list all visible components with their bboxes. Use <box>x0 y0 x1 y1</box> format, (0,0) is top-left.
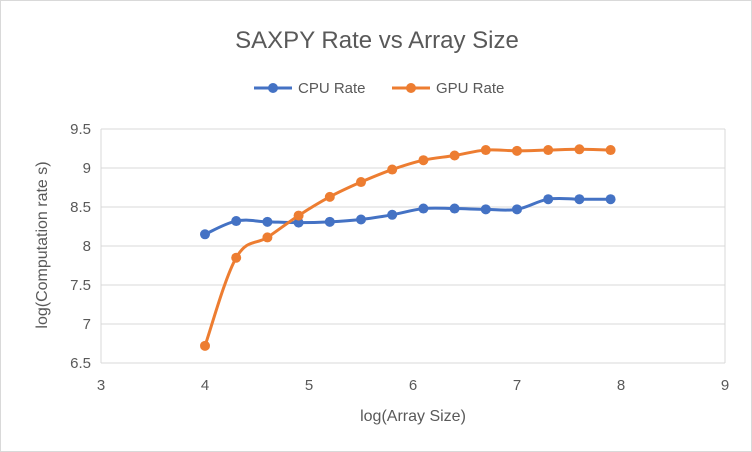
y-tick-label: 7 <box>83 316 91 333</box>
x-tick-labels: 3 4 5 6 7 8 9 <box>97 377 729 394</box>
data-point-cpu-rate <box>293 217 304 228</box>
data-point-cpu-rate <box>543 194 554 205</box>
series-gpu-rate <box>200 144 616 351</box>
data-point-cpu-rate <box>324 216 335 227</box>
legend-cpu-label: CPU Rate <box>298 80 366 97</box>
data-point-cpu-rate <box>512 204 522 215</box>
data-point-cpu-rate <box>200 229 210 240</box>
x-tick-label: 8 <box>617 377 625 394</box>
data-point-gpu-rate <box>449 150 460 161</box>
data-point-gpu-rate <box>480 145 491 156</box>
legend-item-cpu: CPU Rate <box>254 80 366 97</box>
data-point-cpu-rate <box>574 194 585 205</box>
legend-item-gpu: GPU Rate <box>392 80 504 97</box>
y-tick-label: 8.5 <box>70 199 91 216</box>
data-point-gpu-rate <box>387 164 398 175</box>
x-axis-label: log(Array Size) <box>360 408 466 425</box>
data-point-gpu-rate <box>512 145 522 156</box>
y-tick-label: 6.5 <box>70 355 91 372</box>
series-layer <box>200 144 616 351</box>
x-tick-label: 6 <box>409 377 417 394</box>
x-tick-label: 3 <box>97 377 105 394</box>
data-point-gpu-rate <box>200 340 210 351</box>
data-point-gpu-rate <box>543 145 554 156</box>
data-point-cpu-rate <box>418 203 429 214</box>
data-point-gpu-rate <box>293 210 304 221</box>
data-point-cpu-rate <box>387 209 398 220</box>
series-line-gpu-rate <box>203 147 613 348</box>
y-tick-label: 7.5 <box>70 277 91 294</box>
data-point-cpu-rate <box>356 214 366 225</box>
x-tick-label: 4 <box>201 377 209 394</box>
data-point-gpu-rate <box>356 177 366 188</box>
data-point-cpu-rate <box>605 194 616 205</box>
legend-cpu-marker <box>268 83 278 93</box>
data-point-gpu-rate <box>574 144 585 155</box>
data-point-gpu-rate <box>231 252 242 263</box>
x-tick-label: 7 <box>513 377 521 394</box>
legend-gpu-marker <box>406 83 416 93</box>
y-tick-labels: 6.5 7 7.5 8 8.5 9 9.5 <box>70 121 91 372</box>
legend-gpu-label: GPU Rate <box>436 80 504 97</box>
y-axis-label: log(Computation rate s) <box>34 161 51 328</box>
data-point-cpu-rate <box>449 203 460 214</box>
y-tick-label: 9.5 <box>70 121 91 138</box>
data-point-gpu-rate <box>262 232 273 243</box>
x-tick-label: 5 <box>305 377 313 394</box>
chart-title: SAXPY Rate vs Array Size <box>235 27 519 54</box>
gridlines <box>100 128 726 364</box>
x-tick-label: 9 <box>721 377 729 394</box>
legend: CPU Rate GPU Rate <box>254 80 504 97</box>
data-point-cpu-rate <box>480 204 491 215</box>
series-cpu-rate <box>200 194 616 240</box>
data-point-gpu-rate <box>324 191 335 202</box>
data-point-gpu-rate <box>418 155 429 166</box>
y-tick-label: 9 <box>83 160 91 177</box>
y-tick-label: 8 <box>83 238 91 255</box>
data-point-cpu-rate <box>231 216 242 227</box>
data-point-cpu-rate <box>262 216 273 227</box>
data-point-gpu-rate <box>605 145 616 156</box>
